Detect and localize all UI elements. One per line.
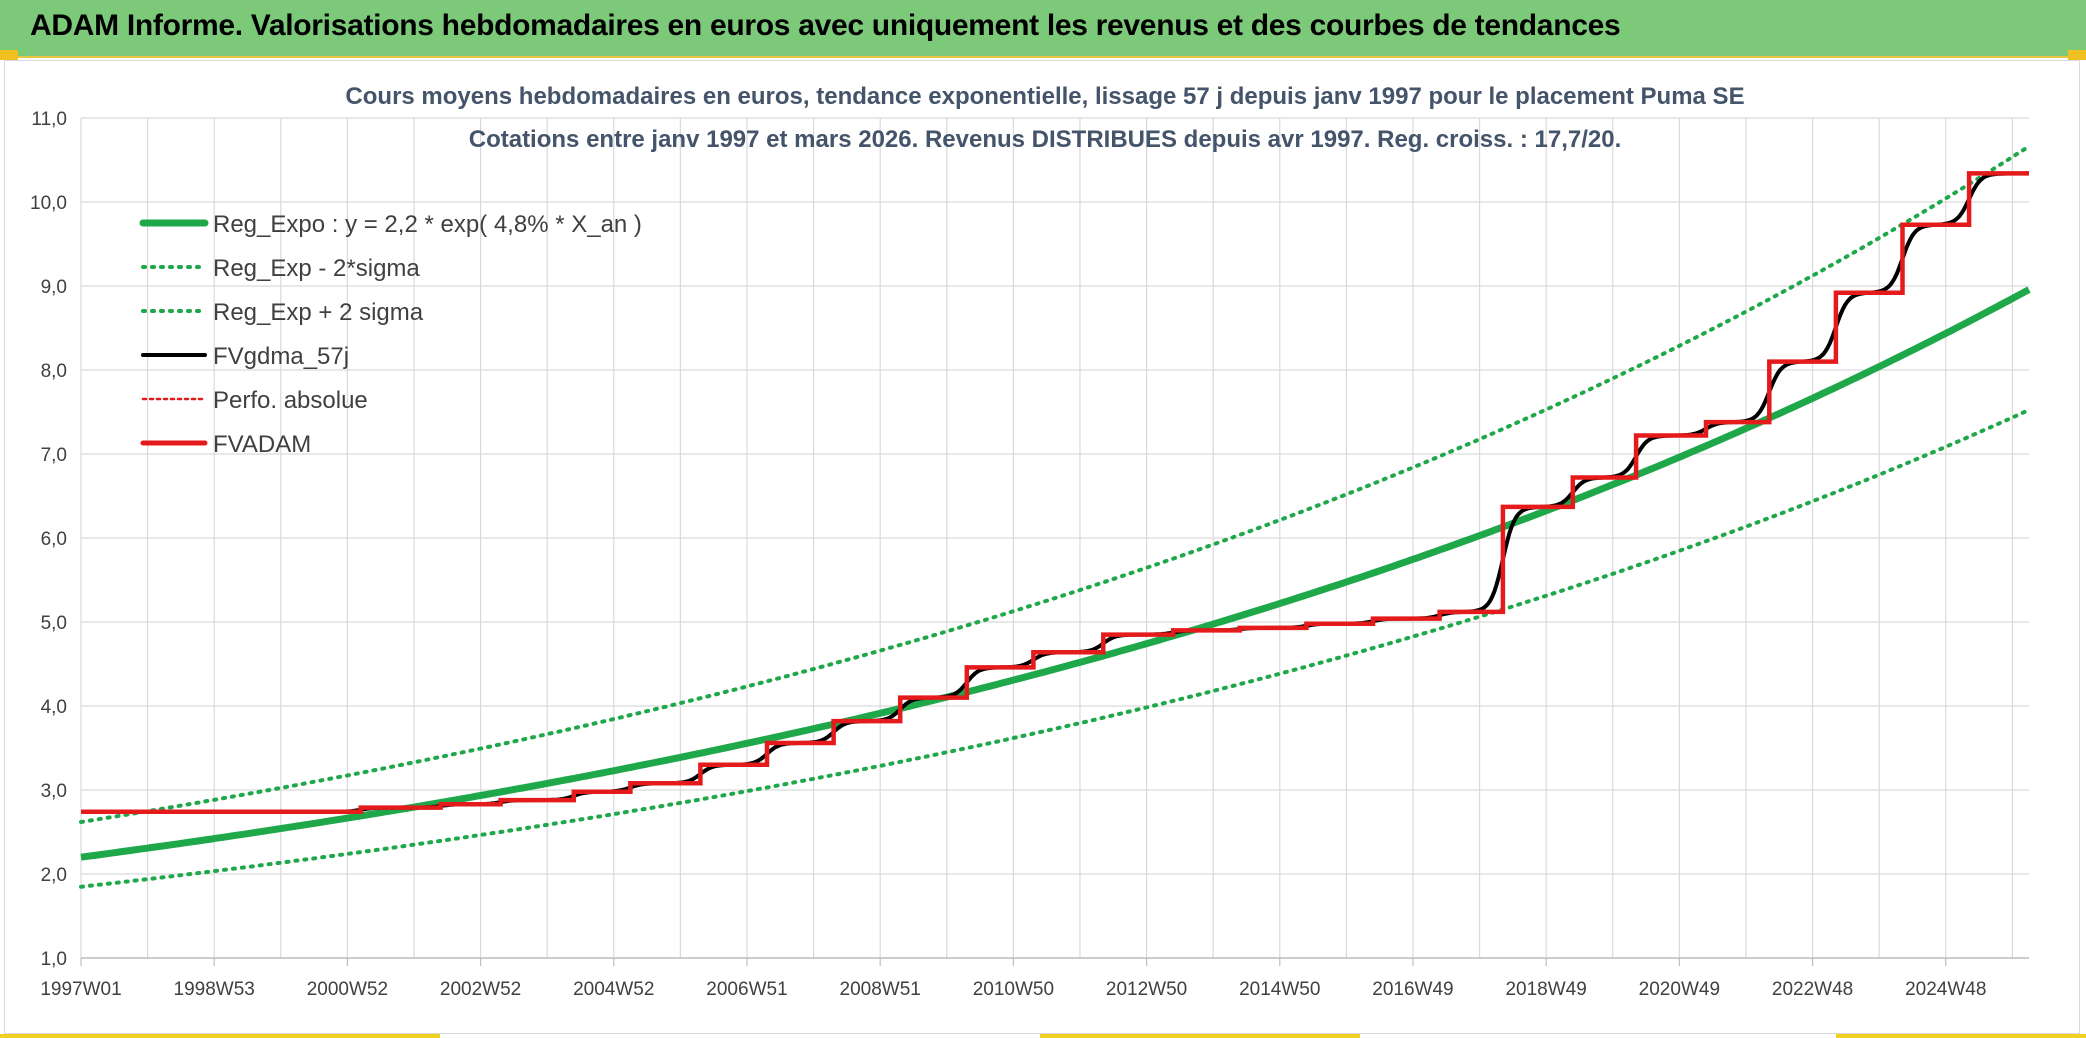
y-tick-label: 5,0	[41, 613, 67, 634]
series-reg-exp-plus-2sigma	[79, 144, 2031, 824]
report-banner: ADAM Informe. Valorisations hebdomadaire…	[0, 0, 2086, 58]
x-tick-label: 1998W53	[174, 979, 255, 1000]
legend-label: Perfo. absolue	[213, 387, 368, 414]
y-tick-label: 10,0	[30, 193, 67, 214]
series-fvadam	[81, 171, 2029, 815]
x-tick-label: 2016W49	[1372, 979, 1453, 1000]
bottom-strip-left	[0, 1034, 440, 1038]
chart-title: Cours moyens hebdomadaires en euros, ten…	[345, 83, 1744, 110]
corner-marker-left	[0, 50, 18, 60]
y-tick-label: 8,0	[41, 361, 67, 382]
y-tick-label: 2,0	[41, 865, 67, 886]
x-tick-label: 2012W50	[1106, 979, 1187, 1000]
legend-label: Reg_Exp + 2 sigma	[213, 299, 424, 326]
y-tick-label: 7,0	[41, 445, 67, 466]
x-tick-label: 2002W52	[440, 979, 521, 1000]
grid-layer	[80, 117, 2029, 959]
x-tick-label: 2000W52	[307, 979, 388, 1000]
x-tick-label: 1997W01	[40, 979, 121, 1000]
corner-marker-right	[2068, 50, 2086, 60]
bottom-strip-mid	[1040, 1034, 1360, 1038]
x-tick-label: 2022W48	[1772, 979, 1853, 1000]
legend-label: FVgdma_57j	[213, 343, 349, 370]
legend-label: Reg_Exp - 2*sigma	[213, 255, 420, 282]
series-reg-exp-minus-2sigma	[79, 408, 2031, 889]
y-tick-label: 6,0	[41, 529, 67, 550]
chart-subtitle: Cotations entre janv 1997 et mars 2026. …	[469, 126, 1622, 153]
y-tick-label: 11,0	[31, 109, 67, 130]
x-tick-label: 2006W51	[706, 979, 787, 1000]
x-tick-label: 2008W51	[840, 979, 921, 1000]
x-tick-label: 2010W50	[973, 979, 1054, 1000]
chart-frame: 1,0 2,0 3,0 4,0 5,0 6,0 7,0 8,0 9,0 10,0 11,0 1997W…	[4, 60, 2080, 1034]
y-tick-label: 9,0	[41, 277, 67, 298]
legend: Reg_Expo : y = 2,2 * exp( 4,8% * X_an ) R…	[139, 211, 642, 458]
legend-label: Reg_Expo : y = 2,2 * exp( 4,8% * X_an )	[213, 211, 642, 238]
bottom-strip-right	[1836, 1034, 2086, 1038]
y-tick-label: 3,0	[41, 781, 67, 802]
series-layer	[79, 144, 2031, 889]
x-tick-label: 2018W49	[1505, 979, 1586, 1000]
x-tick-label: 2004W52	[573, 979, 654, 1000]
y-tick-label: 1,0	[41, 949, 67, 970]
chart-svg: 1,0 2,0 3,0 4,0 5,0 6,0 7,0 8,0 9,0 10,0 11,0 1997W…	[30, 83, 2031, 1000]
x-tick-label: 2014W50	[1239, 979, 1320, 1000]
banner-title: ADAM Informe. Valorisations hebdomadaire…	[30, 9, 1621, 42]
x-tick-label: 2024W48	[1905, 979, 1986, 1000]
x-tick-label: 2020W49	[1639, 979, 1720, 1000]
y-tick-label: 4,0	[41, 697, 67, 718]
ticks-layer: 1,0 2,0 3,0 4,0 5,0 6,0 7,0 8,0 9,0 10,0 11,0 1997W…	[30, 109, 1986, 1000]
legend-label: FVADAM	[213, 431, 311, 458]
